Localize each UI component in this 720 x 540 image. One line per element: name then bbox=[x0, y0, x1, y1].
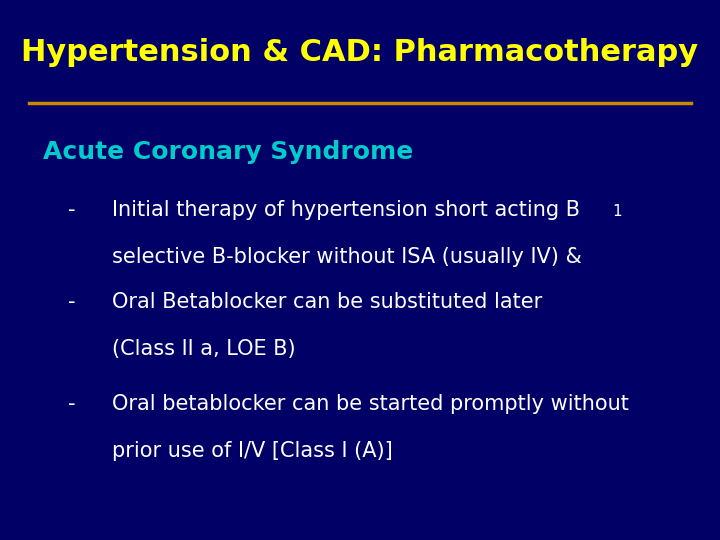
Text: Hypertension & CAD: Pharmacotherapy: Hypertension & CAD: Pharmacotherapy bbox=[22, 38, 698, 67]
Text: selective B-blocker without ISA (usually IV) &: selective B-blocker without ISA (usually… bbox=[112, 247, 582, 267]
Text: -: - bbox=[68, 394, 76, 414]
Text: -: - bbox=[68, 292, 76, 312]
Text: prior use of I/V [Class I (A)]: prior use of I/V [Class I (A)] bbox=[112, 441, 392, 461]
Text: Oral Betablocker can be substituted later: Oral Betablocker can be substituted late… bbox=[112, 292, 542, 312]
Text: (Class II a, LOE B): (Class II a, LOE B) bbox=[112, 339, 295, 359]
Text: Oral betablocker can be started promptly without: Oral betablocker can be started promptly… bbox=[112, 394, 629, 414]
Text: -: - bbox=[68, 200, 76, 220]
Text: Initial therapy of hypertension short acting B: Initial therapy of hypertension short ac… bbox=[112, 200, 580, 220]
Text: Acute Coronary Syndrome: Acute Coronary Syndrome bbox=[43, 140, 413, 164]
Text: 1: 1 bbox=[612, 204, 621, 219]
